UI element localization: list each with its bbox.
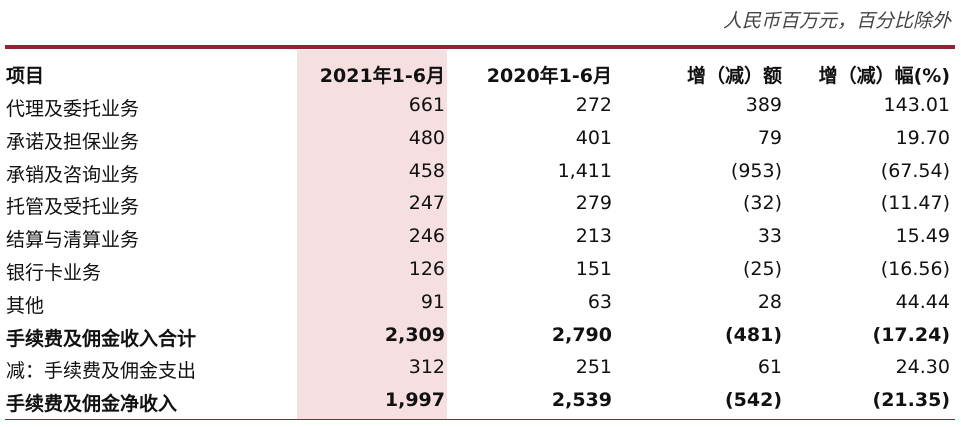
cell: 247 [408,192,445,215]
cell: 28 [757,290,782,313]
row-label: 托管及受托业务 [6,196,140,219]
cell: (25) [742,258,782,280]
row-label: 银行卡业务 [6,262,102,284]
cell: (542) [724,389,782,412]
cell: 2020年1-6月 [486,65,612,87]
cell: 151 [575,258,612,280]
cell: 63 [587,290,612,313]
cell: (11.47) [880,192,950,215]
row-label: 手续费及佣金净收入 [6,393,178,416]
cell: 126 [408,258,445,280]
cell: 458 [408,159,445,182]
cell: 19.70 [895,126,950,149]
cell: 251 [575,356,612,379]
table-row: 减：手续费及佣金支出 312 251 61 24.30 [0,350,961,383]
unit-note: 人民币百万元，百分比除外 [722,10,951,32]
cell: (481) [724,323,782,346]
bottom-rule [5,419,955,420]
cell: 61 [757,356,782,379]
column-highlight [297,50,447,419]
table-row: 结算与清算业务 246 213 33 15.49 [0,219,961,252]
cell: 91 [420,290,445,313]
cell: 213 [575,225,612,248]
row-label: 结算与清算业务 [6,229,140,252]
cell: 143.01 [883,94,950,116]
cell: (67.54) [880,159,950,182]
cell: 44.44 [895,290,950,313]
header-row: 项目 2021年1-6月 2020年1-6月 增（减）额 增（减）幅(%) [0,55,961,88]
cell: 2,539 [551,389,612,412]
cell: 2021年1-6月 [319,65,445,87]
row-label: 项目 [6,65,45,87]
cell: 增（减）额 [686,65,782,87]
cell: (953) [730,159,782,182]
table-row: 承诺及担保业务 480 401 79 19.70 [0,121,961,154]
cell: 24.30 [895,356,950,379]
row-label: 代理及委托业务 [6,98,140,120]
cell: (32) [742,192,782,215]
cell: 15.49 [895,225,950,248]
cell: 401 [575,126,612,149]
row-label: 手续费及佣金收入合计 [6,327,197,350]
cell: 246 [408,225,445,248]
cell: 2,309 [384,323,445,346]
cell: 389 [745,94,782,116]
cell: 1,411 [557,159,612,182]
top-rule [5,45,955,49]
row-label: 承销及咨询业务 [6,163,140,186]
cell: 272 [575,94,612,116]
row-label: 其他 [6,294,45,317]
cell: 661 [408,94,445,116]
cell: 33 [757,225,782,248]
row-label: 承诺及担保业务 [6,130,140,153]
cell: 2,790 [551,323,612,346]
cell: 1,997 [384,389,445,412]
cell: (16.56) [880,258,950,280]
cell: 79 [757,126,782,149]
cell: 增（减）幅(%) [818,65,950,87]
cell: 279 [575,192,612,215]
cell: 480 [408,126,445,149]
cell: (17.24) [872,323,950,346]
cell: (21.35) [872,389,950,412]
table-row: 其他 91 63 28 44.44 [0,285,961,318]
table-row: 代理及委托业务 661 272 389 143.01 [0,88,961,121]
row-label: 减：手续费及佣金支出 [6,360,197,383]
table-row: 手续费及佣金收入合计 2,309 2,790 (481) (17.24) [0,318,961,351]
table-row: 手续费及佣金净收入 1,997 2,539 (542) (21.35) [0,383,961,416]
table-row: 银行卡业务 126 151 (25) (16.56) [0,252,961,285]
table-row: 承销及咨询业务 458 1,411 (953) (67.54) [0,154,961,187]
cell: 312 [408,356,445,379]
table-row: 托管及受托业务 247 279 (32) (11.47) [0,186,961,219]
